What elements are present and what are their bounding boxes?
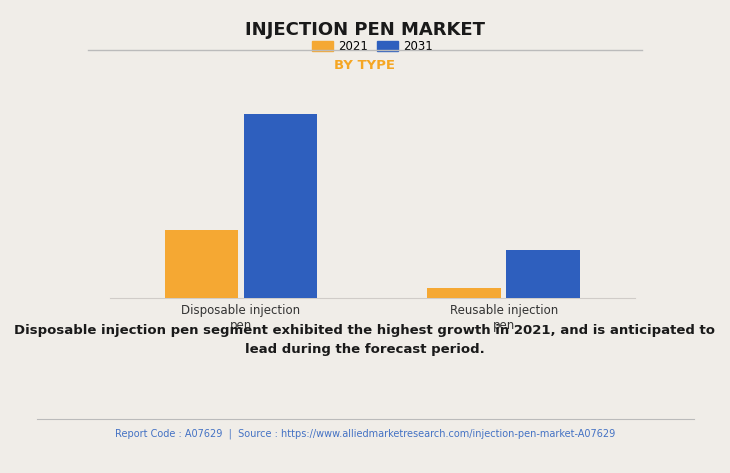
Bar: [244, 114, 317, 298]
Text: BY TYPE: BY TYPE: [334, 59, 396, 72]
Bar: [165, 230, 238, 298]
Text: Disposable injection pen segment exhibited the highest growth in 2021, and is an: Disposable injection pen segment exhibit…: [15, 324, 715, 356]
Bar: [507, 250, 580, 298]
Bar: [428, 289, 501, 298]
Text: INJECTION PEN MARKET: INJECTION PEN MARKET: [245, 21, 485, 39]
Legend: 2021, 2031: 2021, 2031: [307, 35, 437, 58]
Text: Report Code : A07629  |  Source : https://www.alliedmarketresearch.com/injection: Report Code : A07629 | Source : https://…: [115, 428, 615, 438]
